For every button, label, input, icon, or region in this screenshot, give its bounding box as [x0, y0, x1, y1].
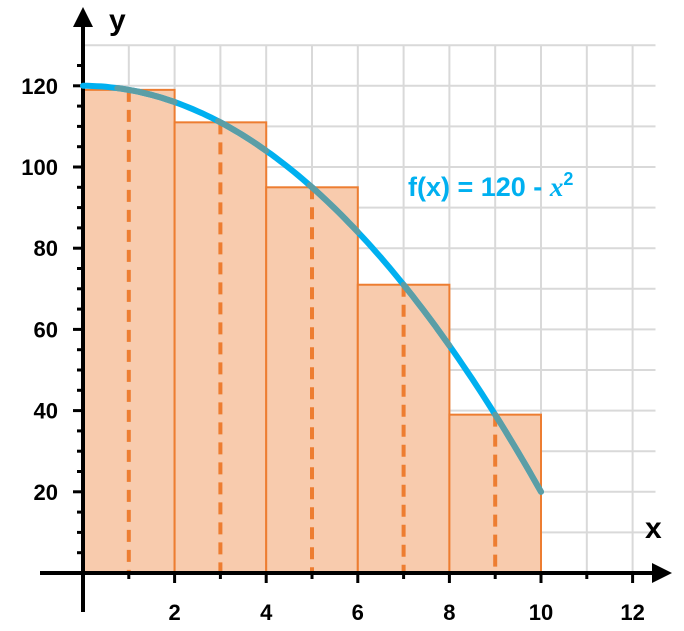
y-axis-label: y: [109, 4, 126, 37]
curve-overlap-segment: [306, 182, 361, 235]
curve-overlap-segment: [400, 281, 453, 349]
x-tick-label: 2: [168, 600, 180, 625]
curve-overlap-segment: [492, 411, 544, 495]
x-axis-label: x: [645, 512, 662, 545]
y-tick-label: 80: [34, 236, 58, 261]
function-label-variable: x: [549, 172, 564, 202]
function-curve: [80, 82, 544, 495]
midpoint-lines: [126, 89, 498, 573]
y-tick-label: 60: [34, 317, 58, 342]
y-tick-label: 20: [34, 480, 58, 505]
function-label-prefix: f(x) = 120 -: [408, 172, 550, 202]
labels: y x f(x) = 120 - x2 2 4 6 8 10 12204060801001…: [21, 4, 662, 625]
function-label-exponent: 2: [563, 169, 573, 189]
axes: [40, 7, 672, 612]
y-axis-arrow: [73, 7, 93, 27]
y-tick-label: 120: [21, 74, 58, 99]
y-tick-label: 40: [34, 399, 58, 424]
curve-overlap-segment: [215, 118, 270, 154]
x-tick-label: 4: [260, 600, 273, 625]
x-tick-label: 8: [443, 600, 455, 625]
curve-overlap-segment: [114, 85, 178, 105]
x-tick-label: 12: [620, 600, 644, 625]
x-axis-arrow: [652, 563, 672, 583]
x-tick-label: 10: [529, 600, 553, 625]
x-tick-label: 6: [352, 600, 364, 625]
function-label: f(x) = 120 - x2: [408, 169, 573, 202]
y-tick-label: 100: [21, 155, 58, 180]
